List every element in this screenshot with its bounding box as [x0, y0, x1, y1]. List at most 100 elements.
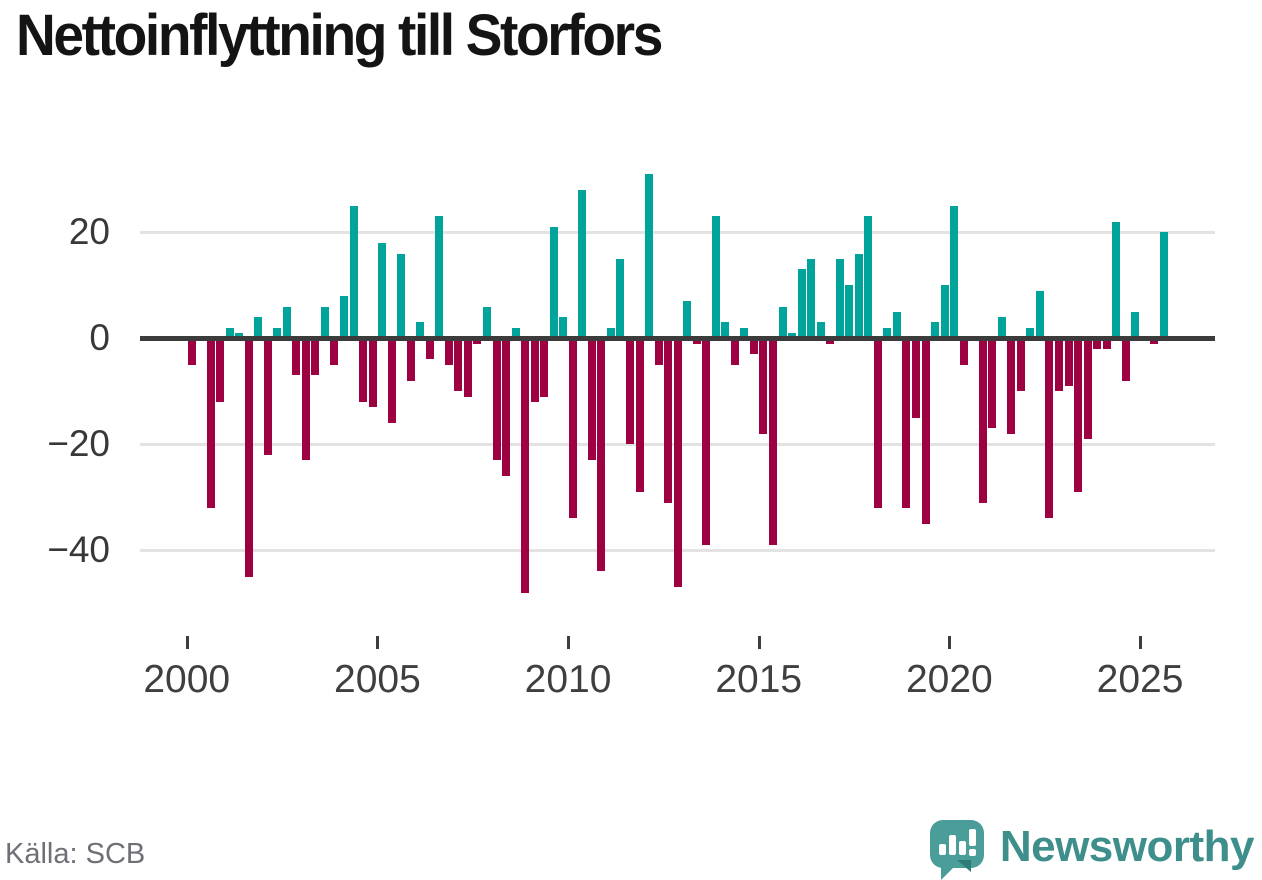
bar — [1131, 311, 1140, 339]
x-axis-label: 2005 — [334, 658, 421, 701]
bar — [1016, 338, 1025, 392]
bar — [740, 327, 749, 339]
bar — [702, 338, 711, 545]
y-axis-label: −20 — [47, 423, 110, 465]
bar — [273, 327, 282, 339]
bar — [483, 306, 492, 339]
bar — [568, 338, 577, 519]
bar — [521, 338, 530, 593]
bar — [187, 338, 196, 365]
bar — [368, 338, 377, 408]
bar — [473, 338, 482, 344]
bar — [730, 338, 739, 365]
page-title: Nettoinflyttning till Storfors — [16, 3, 663, 68]
bar — [340, 295, 349, 339]
bar — [769, 338, 777, 545]
bar — [244, 338, 253, 577]
bar — [816, 322, 825, 339]
bar — [1121, 338, 1130, 381]
logo-exclamation-icon — [968, 829, 976, 846]
bar — [463, 338, 472, 397]
bar — [425, 338, 434, 360]
bar — [320, 306, 329, 339]
bar — [330, 338, 339, 365]
bar — [1026, 327, 1035, 339]
bar — [397, 253, 406, 339]
bar — [797, 269, 806, 339]
bar — [683, 301, 692, 339]
logo-chart-bar-2 — [948, 835, 956, 855]
x-axis-tick — [376, 636, 380, 649]
bar — [645, 174, 654, 339]
x-axis-tick — [185, 636, 189, 649]
bar — [940, 285, 949, 339]
source-caption: Källa: SCB — [5, 838, 146, 870]
bar — [912, 338, 920, 418]
bar — [216, 338, 225, 402]
bar — [692, 338, 701, 344]
bar — [406, 338, 415, 381]
bar — [1055, 338, 1063, 392]
bar — [892, 311, 901, 339]
bar — [235, 333, 244, 339]
y-axis-label: 20 — [68, 211, 110, 253]
bar — [1045, 338, 1054, 519]
bar — [444, 338, 453, 365]
bar — [1064, 338, 1073, 386]
bar — [606, 327, 615, 339]
bar — [988, 338, 997, 429]
bar — [654, 338, 663, 365]
bar — [578, 189, 587, 339]
bar — [835, 258, 844, 339]
logo-chart-bar-1 — [938, 844, 946, 855]
bar — [883, 327, 892, 339]
bar — [416, 322, 425, 339]
x-axis-tick — [567, 636, 571, 649]
bar — [1112, 221, 1121, 339]
bar — [254, 317, 263, 339]
newsworthy-wordmark: Newsworthy — [999, 822, 1255, 871]
speech-bubble-fold — [956, 860, 971, 872]
bar — [511, 327, 520, 339]
bar — [635, 338, 644, 492]
bar — [282, 306, 291, 339]
bar — [950, 205, 959, 339]
bar — [864, 216, 873, 339]
logo-exclamation-dot — [968, 849, 976, 856]
bar — [587, 338, 596, 461]
speech-bubble-tail — [940, 864, 957, 880]
x-axis-tick — [1139, 636, 1143, 649]
bar — [759, 338, 768, 434]
bar — [263, 338, 272, 455]
bar — [378, 242, 387, 339]
bar — [349, 205, 358, 339]
y-axis-label: 0 — [89, 317, 110, 359]
bar — [1007, 338, 1016, 434]
bar — [749, 338, 758, 355]
bar — [616, 258, 625, 339]
bar — [673, 338, 682, 588]
bar — [225, 327, 234, 339]
bar — [1035, 290, 1044, 339]
bar — [931, 322, 940, 339]
bar — [854, 253, 863, 339]
bar — [359, 338, 368, 402]
bar — [540, 338, 549, 397]
x-axis-label: 2020 — [905, 658, 993, 701]
bar — [1102, 338, 1111, 349]
x-axis-label: 2000 — [143, 658, 231, 701]
bar — [502, 338, 511, 477]
bar — [826, 338, 835, 344]
bar — [1159, 232, 1168, 339]
bar — [1074, 338, 1083, 492]
bar — [301, 338, 310, 461]
x-axis-label: 2025 — [1096, 658, 1184, 701]
bar — [387, 338, 396, 424]
x-axis-tick — [948, 636, 952, 649]
bar — [492, 338, 501, 461]
bar — [292, 338, 301, 376]
y-axis-label: −40 — [47, 529, 110, 571]
bar — [902, 338, 911, 508]
x-axis-label: 2015 — [715, 658, 803, 701]
